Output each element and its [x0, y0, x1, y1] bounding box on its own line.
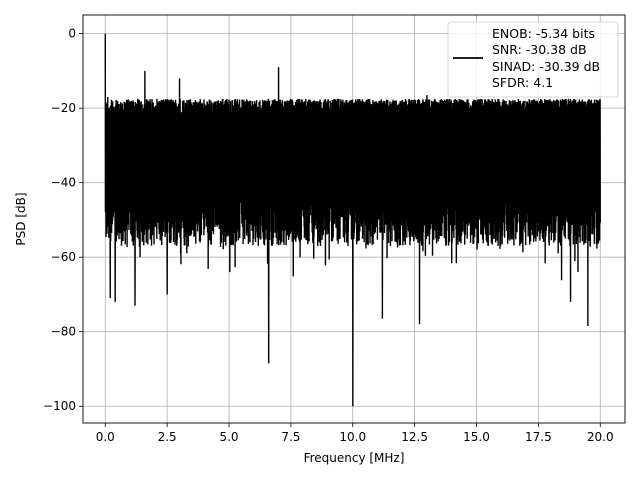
- x-axis: 0.0 2.5 5.0 7.5 10.0 12.5 15.0 17.5 20.0: [96, 423, 614, 444]
- legend-sfdr: SFDR: 4.1: [492, 75, 553, 90]
- legend: ENOB: -5.34 bits SNR: -30.38 dB SINAD: -…: [447, 21, 619, 98]
- x-tick-label: 7.5: [281, 430, 300, 444]
- psd-series-line: [104, 33, 601, 407]
- y-tick-label: −100: [43, 399, 76, 413]
- x-tick-label: 12.5: [401, 430, 428, 444]
- legend-box: [447, 21, 619, 98]
- x-tick-label: 17.5: [525, 430, 552, 444]
- psd-trace: [104, 33, 601, 407]
- legend-sinad: SINAD: -30.39 dB: [492, 59, 600, 74]
- x-tick-label: 2.5: [158, 430, 177, 444]
- y-axis: 0 −20 −40 −60 −80 −100: [43, 27, 83, 413]
- x-tick-label: 15.0: [463, 430, 490, 444]
- x-tick-label: 10.0: [339, 430, 366, 444]
- x-tick-label: 5.0: [219, 430, 238, 444]
- y-tick-label: −40: [51, 176, 76, 190]
- x-tick-label: 20.0: [587, 430, 614, 444]
- y-tick-label: −20: [51, 101, 76, 115]
- legend-snr: SNR: -30.38 dB: [492, 42, 587, 57]
- y-tick-label: 0: [68, 27, 76, 41]
- plot-frame: [82, 14, 626, 424]
- x-tick-label: 0.0: [96, 430, 115, 444]
- legend-enob: ENOB: -5.34 bits: [492, 26, 595, 41]
- y-axis-label: PSD [dB]: [14, 192, 28, 245]
- y-tick-label: −60: [51, 250, 76, 264]
- x-axis-label: Frequency [MHz]: [304, 451, 405, 465]
- y-tick-label: −80: [51, 325, 76, 339]
